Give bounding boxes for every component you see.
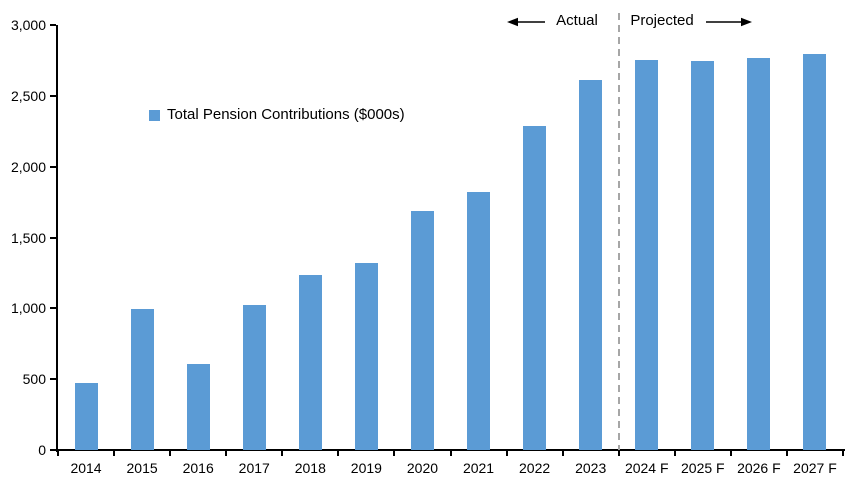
projected-label: Projected: [630, 12, 694, 29]
y-tick-label: 2,000: [10, 158, 46, 175]
bar-2015: [130, 309, 154, 450]
bar-2022: [523, 126, 547, 450]
x-tick-mark: [393, 451, 396, 456]
bar-2019: [354, 263, 378, 450]
x-tick-mark: [785, 451, 788, 456]
y-tick-label: 1,500: [10, 229, 46, 246]
x-tick-label: 2020: [406, 460, 439, 476]
x-tick-label: 2023: [575, 460, 607, 476]
bar-2027-f: [803, 54, 827, 450]
x-tick-mark: [449, 451, 452, 456]
bar-2017: [242, 305, 266, 450]
y-axis-line: [56, 25, 58, 452]
x-tick-label: 2026 F: [737, 460, 781, 476]
bar-2020: [410, 211, 434, 450]
legend: Total Pension Contributions ($000s): [149, 106, 405, 124]
x-axis-line: [56, 449, 845, 451]
x-tick-mark: [225, 451, 228, 456]
x-tick-mark: [842, 451, 844, 456]
x-tick-mark: [57, 451, 59, 456]
x-tick-mark: [617, 451, 620, 456]
y-tick-label: 1,000: [10, 300, 46, 317]
y-tick-mark: [50, 449, 56, 451]
x-tick-mark: [729, 451, 732, 456]
x-tick-label: 2027 F: [793, 460, 837, 476]
bar-2018: [298, 275, 322, 450]
x-tick-mark: [673, 451, 676, 456]
y-tick-mark: [50, 94, 56, 97]
legend-marker-icon: [149, 109, 160, 121]
plot-area: [58, 25, 843, 450]
bar-2014: [74, 383, 98, 450]
left-arrow-icon: [507, 15, 545, 33]
x-tick-mark: [505, 451, 508, 456]
x-tick-label: 2019: [350, 460, 382, 476]
right-arrow-icon: [706, 15, 752, 33]
x-tick-label: 2017: [238, 460, 270, 476]
y-tick-label: 2,500: [10, 87, 46, 104]
actual-label: Actual: [556, 12, 598, 29]
x-tick-mark: [337, 451, 340, 456]
x-tick-mark: [281, 451, 284, 456]
y-tick-label: 3,000: [10, 17, 46, 33]
y-tick-mark: [50, 24, 56, 26]
x-tick-label: 2024 F: [624, 460, 669, 476]
x-tick-mark: [561, 451, 564, 456]
x-tick-mark: [113, 451, 116, 456]
bar-2024-f: [635, 60, 659, 450]
y-tick-label: 0: [38, 442, 46, 458]
bar-2023: [579, 80, 603, 450]
y-tick-mark: [50, 165, 56, 168]
x-tick-label: 2015: [126, 460, 158, 476]
actual-projected-divider: [617, 13, 620, 450]
x-tick-label: 2022: [519, 460, 551, 476]
bar-2026-f: [747, 58, 771, 450]
bar-2016: [186, 364, 210, 450]
x-tick-label: 2021: [462, 460, 495, 476]
bar-2025-f: [691, 61, 715, 450]
y-tick-mark: [50, 307, 56, 310]
y-tick-mark: [50, 236, 56, 239]
x-tick-label: 2025 F: [681, 460, 725, 476]
bar-2021: [467, 192, 491, 450]
x-tick-label: 2014: [70, 460, 102, 476]
x-tick-mark: [169, 451, 172, 456]
y-tick-mark: [50, 378, 56, 381]
x-tick-label: 2018: [294, 460, 326, 476]
y-tick-label: 500: [22, 371, 46, 388]
x-tick-label: 2016: [182, 460, 214, 476]
legend-label: Total Pension Contributions ($000s): [167, 106, 405, 123]
